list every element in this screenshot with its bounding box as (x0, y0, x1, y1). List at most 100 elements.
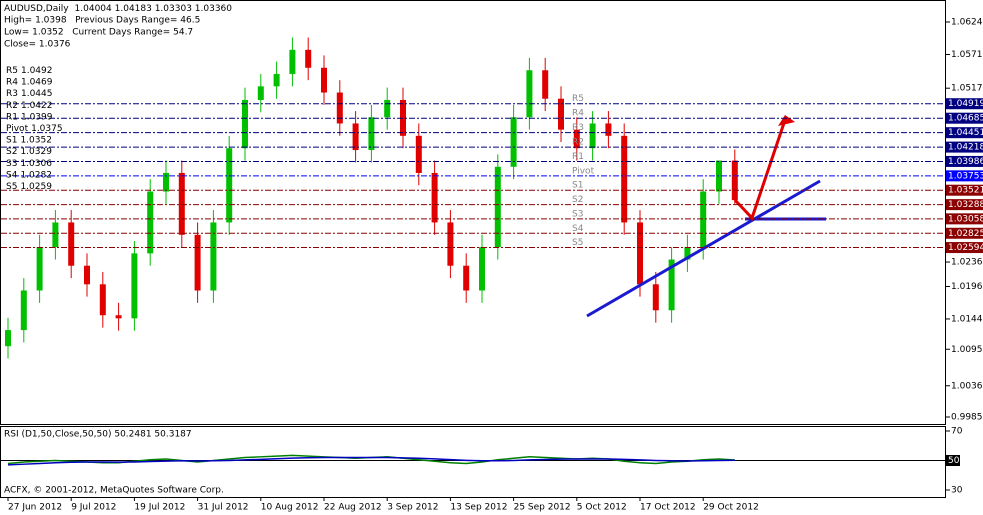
rsi-title: RSI (D1,50,Close,50,50) 50.2481 50.3187 (4, 430, 192, 440)
candle-body (447, 222, 454, 266)
chart-title: AUDUSD,Daily 1.04004 1.04183 1.03303 1.03… (4, 4, 232, 14)
pivot-label: S1 1.0352 (6, 135, 52, 145)
candle-body (178, 172, 185, 235)
marks (5, 37, 738, 359)
candle-body (494, 166, 501, 248)
candle-body (210, 222, 217, 291)
y-tick-label: 1.02360 (951, 258, 983, 268)
pivot-name: R5 (6, 66, 18, 76)
zone-label: R5 (572, 94, 584, 104)
pivot-box (946, 199, 983, 211)
pivot-level-label: 1.03753 (948, 171, 983, 181)
pivot-level-label: 1.04218 (948, 143, 983, 153)
candle-body (463, 265, 470, 291)
candle-body (479, 247, 485, 291)
pivot-box (946, 227, 983, 239)
pivot-level-label: 1.03521 (948, 186, 983, 196)
candle-body (700, 191, 707, 248)
footer: ACFX, © 2001-2012, MetaQuotes Software C… (4, 486, 224, 496)
arrow-head (778, 115, 795, 126)
pivot-name: S4 (6, 170, 18, 180)
x-tick-label: 22 Aug 2012 (324, 503, 382, 513)
rsi-box (946, 455, 960, 466)
projection-arrow (733, 119, 787, 221)
pivot-value: 1.0329 (20, 147, 52, 157)
candle-body (5, 330, 11, 347)
pivot-value: 1.0492 (21, 66, 53, 76)
candle-body (431, 172, 438, 223)
x-tick-label: 31 Jul 2012 (198, 503, 249, 513)
x-tick-label: 27 Jun 2012 (8, 503, 62, 513)
candle-body (621, 135, 628, 223)
x-tick-label: 10 Aug 2012 (261, 503, 319, 513)
pivot-name: S3 (6, 158, 17, 168)
rsi-tick-label: 70 (951, 427, 963, 437)
x-tick-label: 9 Jul 2012 (71, 503, 116, 513)
zone-label: S4 (572, 224, 584, 234)
candle-body (384, 99, 391, 118)
candle-body (52, 222, 59, 248)
zone-label: S3 (572, 209, 583, 219)
y-tick-label: 1.01440 (951, 314, 983, 324)
pivot-level-label: 1.04919 (948, 99, 983, 109)
trendline (586, 179, 821, 318)
pivot-name: S2 (6, 147, 17, 157)
pivot-name: R2 (6, 100, 18, 110)
candle-body (226, 148, 233, 223)
pivot-label: R2 1.0422 (6, 100, 52, 110)
y-tick-label: 1.05715 (951, 50, 983, 60)
info-line: Close= 1.0376 (4, 40, 71, 50)
candle-body (637, 222, 643, 285)
pivot-value: 1.0445 (21, 89, 53, 99)
candle-body (684, 247, 691, 260)
candle-body (115, 315, 122, 319)
pivot-name: S5 (6, 182, 17, 192)
zone-label: S2 (572, 195, 583, 205)
pivot-label: S4 1.0282 (6, 170, 52, 180)
candle-body (668, 259, 675, 311)
zone-label: S5 (572, 238, 583, 248)
candle-body (305, 49, 312, 68)
candle-body (36, 247, 43, 291)
pivot-box (946, 213, 983, 225)
pivot-box (946, 170, 983, 182)
zone-label: Pivot (572, 166, 595, 176)
y-tick-label: 1.01965 (951, 282, 983, 292)
pivot-box (946, 127, 983, 139)
zone-label: S1 (572, 181, 583, 191)
pivot-name: R1 (6, 112, 18, 122)
candle-body (589, 123, 596, 149)
candle-body (605, 123, 612, 136)
candle-body (147, 191, 154, 254)
candle-body (526, 70, 533, 118)
candle-body (321, 67, 327, 93)
pivot-box (946, 112, 983, 124)
pivot-level-label: 1.03058 (948, 214, 983, 224)
x-tick-label: 19 Jul 2012 (134, 503, 185, 513)
pivot-box (946, 141, 983, 153)
candle-body (84, 265, 90, 285)
y-tick-label: 1.06240 (951, 18, 983, 28)
pivot-label: R4 1.0469 (6, 77, 53, 87)
candle-body (558, 98, 564, 130)
pivot-level-label: 1.03288 (948, 200, 983, 210)
pivot-level-label: 1.04451 (948, 128, 983, 138)
pivot-name: S1 (6, 135, 17, 145)
zone-label: R3 (572, 123, 584, 133)
zone-label: R1 (572, 152, 584, 162)
pivot-label: Pivot 1.0375 (6, 124, 63, 134)
candle-body (573, 129, 580, 149)
pivot-label: S2 1.0329 (6, 147, 52, 157)
symbol: AUDUSD,Daily (4, 4, 69, 14)
pivot-box (946, 184, 983, 196)
pivot-label: R1 1.0399 (6, 112, 53, 122)
main-frame (0, 0, 946, 425)
zone-label: R2 (572, 138, 584, 148)
candle-body (368, 117, 375, 151)
candle-body (257, 86, 264, 100)
pivot-value: 1.0422 (21, 100, 53, 110)
candle-body (131, 253, 138, 319)
candle-body (289, 49, 296, 74)
